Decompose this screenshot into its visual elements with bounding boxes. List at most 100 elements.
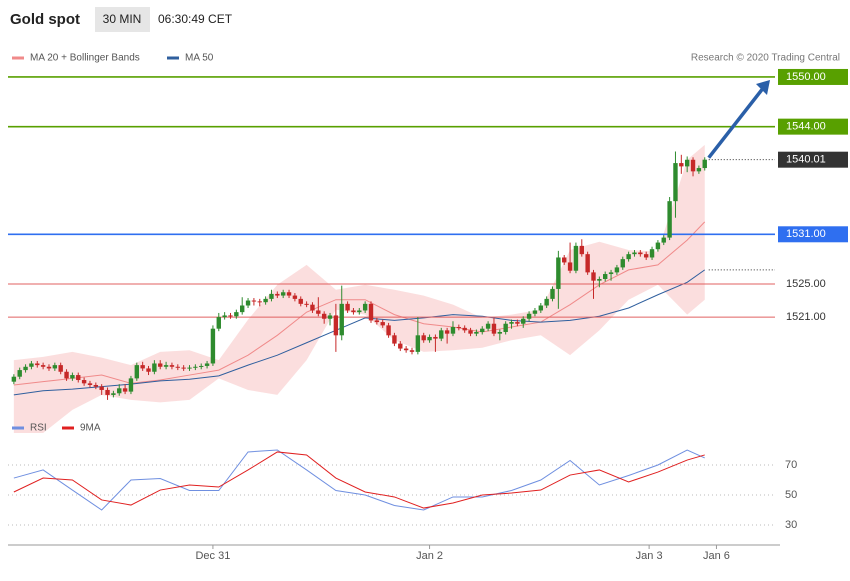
candle-body [99,386,104,390]
candle-body [239,305,245,313]
candle-body [403,348,409,351]
candle-body [579,245,584,255]
candle-body [398,343,403,349]
candle-body [509,322,514,324]
candle-body [210,328,216,364]
candle-body [696,168,702,172]
candle-body [351,310,356,313]
candle-body [245,300,251,306]
candle-body [251,300,257,302]
candle-body [23,366,28,371]
candle-body [690,159,696,172]
candle-body [257,301,262,303]
candle-body [585,254,590,273]
candle-body [321,313,327,319]
candle-body [444,330,450,334]
candle-body [169,365,175,367]
candle-body [573,245,579,271]
candle-body [228,315,233,317]
candle-body [193,366,198,368]
candle-body [480,328,485,332]
level-box [778,226,848,243]
bollinger-band [13,144,705,434]
candle-body [11,376,17,382]
candle-body [316,310,321,314]
legend-label: MA 50 [185,53,214,64]
candle-body [286,292,292,296]
level-box [778,151,848,168]
title: Gold spot [10,11,80,28]
candle-body [368,303,374,321]
candle-body [515,322,520,324]
time: 06:30:49 CET [158,12,233,26]
y-tick-label: 50 [785,489,797,501]
candle-body [427,336,432,341]
level-label: 1531.00 [786,228,826,240]
candle-body [263,298,268,303]
candle-body [591,272,596,281]
candle-body [269,293,274,299]
candle-body [485,323,491,329]
candle-body [134,365,140,379]
candle-body [46,366,52,369]
candle-body [345,303,350,311]
interval: 30 MIN [103,12,142,26]
candle-body [29,363,34,367]
copyright: Research © 2020 Trading Central [691,53,840,64]
target-arrow-head [756,79,770,95]
candle-body [603,274,608,280]
candle-body [409,350,415,352]
candle-body [462,327,467,331]
y-tick-label: 30 [785,519,797,531]
candle-body [679,163,684,167]
interval-box [95,7,150,32]
candle-body [649,249,655,258]
candle-body [386,325,391,336]
candle-body [76,375,81,381]
candle-body [58,365,63,372]
indicator-line [13,451,705,509]
candle-body [638,252,643,255]
candle-body [421,335,426,341]
candle-body [433,336,438,339]
candle-body [298,298,303,304]
candle-body [643,254,649,258]
candle-body [234,312,239,317]
indicator-line [13,449,705,511]
candle-body [275,293,280,296]
candle-body [380,322,385,326]
candle-body [181,367,186,369]
candle-body [140,365,145,369]
candle-body [327,315,333,319]
candle-body [175,366,180,368]
candle-body [40,365,46,367]
candle-body [684,159,690,167]
level-label: 1525.00 [786,278,826,290]
candle-body [35,363,40,366]
candle-body [304,303,309,305]
candle-body [105,389,110,395]
candle-body [544,298,549,306]
candle-body [491,323,497,334]
y-tick-label: 70 [785,459,797,471]
candle-body [357,310,362,313]
candle-body [608,272,614,275]
candle-body [280,292,286,296]
x-tick-label: Jan 3 [636,550,663,562]
candle-body [632,252,637,255]
candle-body [93,384,99,387]
candle-body [521,318,526,324]
legend-label: MA 20 + Bollinger Bands [30,53,140,64]
candle-body [614,267,620,273]
candle-body [216,317,221,329]
level-box [778,68,848,85]
candle-body [474,331,479,334]
candle-body [562,257,567,263]
target-arrow [707,85,766,159]
level-box [778,118,848,135]
candle-body [374,320,380,323]
candle-body [673,163,678,202]
candle-body [199,365,204,367]
